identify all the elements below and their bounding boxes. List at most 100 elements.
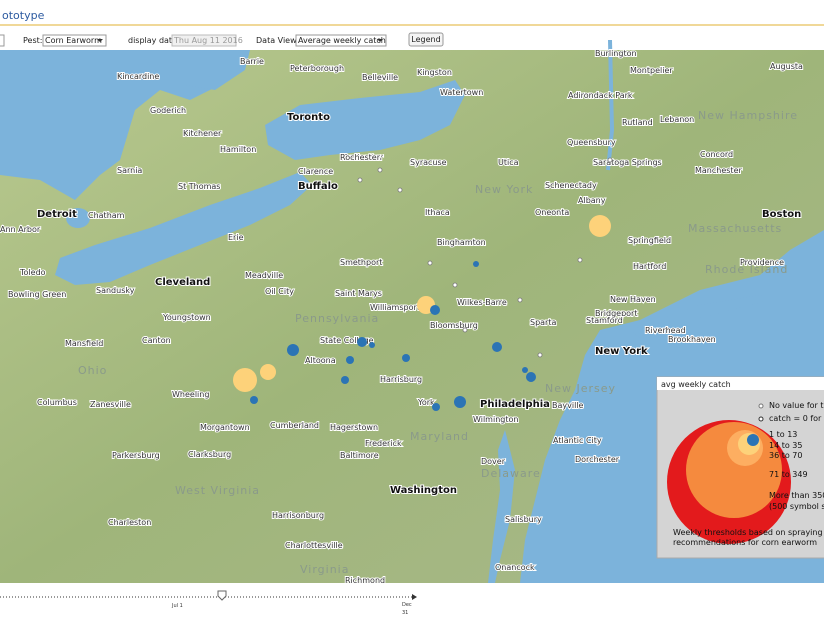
site-1-13[interactable] [432, 403, 440, 411]
map-label: State College [320, 336, 374, 345]
map-label: Bridgeport [595, 309, 637, 318]
site-zero[interactable] [377, 167, 383, 173]
map-label: Ann Arbor [0, 225, 41, 234]
view-select[interactable] [295, 34, 387, 47]
site-zero[interactable] [537, 352, 543, 358]
map-label: Queensbury [567, 138, 616, 147]
site-zero[interactable] [357, 177, 363, 183]
map-label: New Jersey [545, 382, 616, 395]
control[interactable] [0, 34, 5, 47]
map-label: Sandusky [96, 286, 135, 295]
map-label: West Virginia [175, 484, 260, 497]
site-zero[interactable] [462, 327, 468, 333]
map-label: Augusta [770, 62, 803, 71]
site-1-13[interactable] [341, 376, 349, 384]
site-1-13[interactable] [430, 305, 440, 315]
map-label: Smethport [340, 258, 382, 267]
map-label: Hagerstown [330, 423, 378, 432]
legend-item: (500 symbol s [769, 502, 824, 511]
map-label: Manchester [695, 166, 742, 175]
site-zero[interactable] [607, 157, 613, 163]
legend-button[interactable] [408, 32, 444, 47]
map-label: Ohio [78, 364, 107, 377]
map-label: Rhode Island [705, 263, 788, 276]
site-zero[interactable] [427, 260, 433, 266]
map-label: Cleveland [155, 277, 210, 288]
map-label: New York [595, 346, 648, 357]
map[interactable]: Burlington Montpelier Augusta Kincardine Bar… [0, 39, 824, 586]
site-zero[interactable] [452, 282, 458, 288]
map-label: Bayville [552, 401, 584, 410]
timeline[interactable] [0, 590, 417, 601]
legend-item: No value for th [769, 401, 824, 410]
map-label: Frederick [365, 439, 402, 448]
map-label: New York [475, 183, 533, 196]
map-label: Dorchester [575, 455, 620, 464]
map-label: Zanesville [90, 400, 131, 409]
site-36-70[interactable] [589, 215, 611, 237]
map-label: Riverhead [645, 326, 686, 335]
map-label: Dover [481, 457, 506, 466]
map-label: Charlottesville [285, 541, 343, 550]
site-1-13[interactable] [346, 356, 354, 364]
site-1-13[interactable] [473, 261, 479, 267]
map-label: Oil City [265, 287, 294, 296]
map-label: Goderich [150, 106, 186, 115]
map-label: Pennsylvania [295, 312, 379, 325]
map-label: Columbus [37, 398, 77, 407]
site-1-13[interactable] [250, 396, 258, 404]
map-label: Lebanon [660, 115, 694, 124]
map-label: Springfield [628, 236, 671, 245]
site-zero[interactable] [397, 187, 403, 193]
site-zero[interactable] [577, 257, 583, 263]
map-label: Toledo [19, 268, 46, 277]
timeline-handle[interactable] [217, 590, 227, 601]
site-36-70[interactable] [233, 368, 257, 392]
map-label: Toronto [287, 112, 330, 123]
site-1-13[interactable] [526, 372, 536, 382]
legend-note: recommendations for corn earworm [673, 538, 817, 547]
map-label: Providence [740, 258, 784, 267]
legend-symbol [758, 403, 764, 409]
map-label: Brookhaven [668, 335, 716, 344]
map-label: Sparta [530, 318, 556, 327]
date-input[interactable] [171, 34, 237, 47]
site-1-13[interactable] [522, 367, 528, 373]
site-1-13[interactable] [369, 342, 375, 348]
map-label: Harrisonburg [272, 511, 324, 520]
site-1-13[interactable] [402, 354, 410, 362]
map-label: Clarence [298, 167, 333, 176]
map-label: Stamford [586, 316, 623, 325]
site-36-70[interactable] [260, 364, 276, 380]
map-label: Charleston [108, 518, 151, 527]
legend-item: 14 to 35 [769, 441, 802, 450]
lake-champlain [606, 39, 615, 171]
pest-label: Pest: [23, 36, 42, 45]
legend-title: avg weekly catch [661, 380, 731, 389]
map-label: Buffalo [298, 181, 338, 192]
map-label: Cumberland [270, 421, 319, 430]
map-label: Bloomsburg [430, 321, 478, 330]
site-1-13[interactable] [492, 342, 502, 352]
legend-header [657, 377, 824, 390]
map-label: Watertown [440, 88, 483, 97]
map-label: Philadelphia [480, 399, 550, 410]
map-label: Boston [762, 209, 801, 220]
legend: avg weekly catch No value for th catch = … [656, 376, 824, 559]
pest-select[interactable] [42, 34, 107, 47]
site-1-13[interactable] [357, 337, 367, 347]
map-label: Concord [700, 150, 733, 159]
site-1-13[interactable] [287, 344, 299, 356]
map-label: Virginia [300, 563, 349, 576]
map-label: Wheeling [172, 390, 209, 399]
map-label: Mansfield [65, 339, 103, 348]
georgian-bay [130, 50, 250, 90]
map-label: Barrie [240, 57, 264, 66]
site-1-13[interactable] [454, 396, 466, 408]
lake-huron [0, 50, 250, 200]
site-zero[interactable] [517, 297, 523, 303]
map-label: Altoona [305, 356, 336, 365]
timeline-label: 31 [402, 610, 408, 616]
map-label: Meadville [245, 271, 283, 280]
